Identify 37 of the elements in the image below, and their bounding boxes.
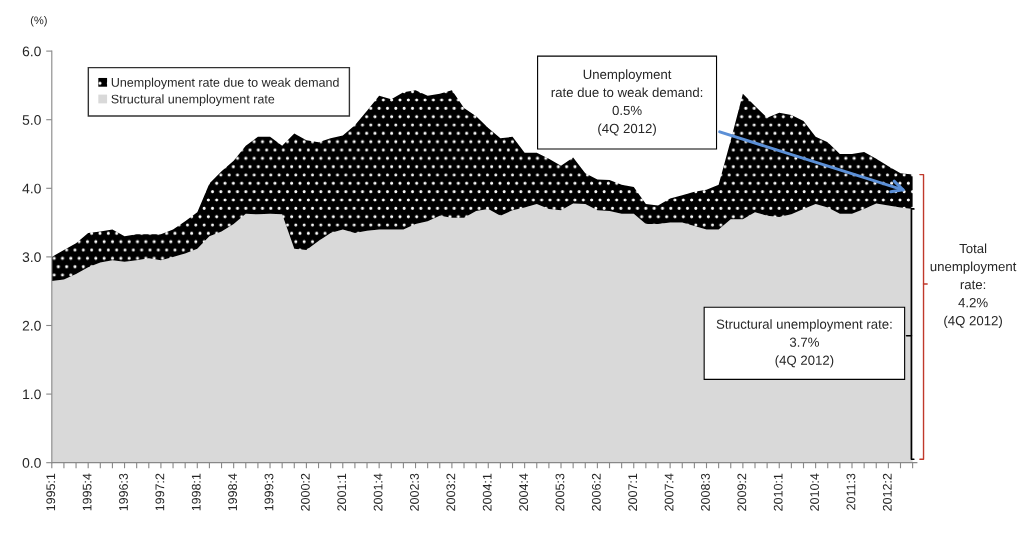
y-tick-label: 6.0 <box>22 46 41 57</box>
x-tick-label: 2009:2 <box>737 473 747 511</box>
x-tick-label: 1995:1 <box>46 473 56 511</box>
y-tick-label: 2.0 <box>22 320 41 331</box>
x-tick-label: 2003:2 <box>446 473 456 511</box>
x-tick-label: 2007:1 <box>628 473 638 511</box>
x-tick-label: 2002:3 <box>410 473 419 511</box>
x-tick-label: 2007:4 <box>664 473 674 511</box>
x-tick-label: 1997:2 <box>155 473 165 511</box>
y-axis-title: (%) <box>30 16 47 27</box>
annotation: Unemployment rate due to weak demand: 0.5% (4Q 2012) <box>551 69 703 136</box>
legend-label: Unemployment rate due to weak demand <box>111 77 339 90</box>
y-tick-label: 5.0 <box>22 115 41 125</box>
x-tick-label: 2004:1 <box>482 473 492 511</box>
x-tick-label: 2001:1 <box>337 473 347 511</box>
y-tick-label: 4.0 <box>22 183 41 194</box>
x-tick-label: 2008:3 <box>701 473 710 511</box>
x-tick-label: 2010:1 <box>773 473 783 511</box>
text: Total unemployment rate: 4.2% (4Q 2012) <box>930 243 1017 328</box>
x-tick-label: 1995:4 <box>82 473 92 511</box>
x-tick-label: 1996:3 <box>119 473 128 511</box>
y-tick-label: 0.0 <box>22 458 41 468</box>
x-tick-label: 2001:4 <box>373 473 383 511</box>
x-tick-label: 2012:2 <box>882 473 892 511</box>
x-tick-label: 2004:4 <box>519 473 528 511</box>
y-tick-label: 3.0 <box>22 252 41 263</box>
x-tick-label: 1998:4 <box>228 473 238 511</box>
x-tick-label: 2000:2 <box>300 473 310 511</box>
y-tick-label: 1.0 <box>23 389 41 400</box>
legend-label: Structural unemployment rate <box>111 94 275 106</box>
x-tick-label: 1999:3 <box>264 473 274 511</box>
x-tick-label: 2006:2 <box>591 473 601 511</box>
x-tick-label: 2005:3 <box>555 473 565 511</box>
annotation: Structural unemployment rate: 3.7% (4Q 2012) <box>716 319 892 368</box>
x-tick-label: 2010:4 <box>810 473 819 511</box>
x-tick-label: 2011:3 <box>846 473 856 510</box>
x-tick-label: 1998:1 <box>191 473 201 511</box>
